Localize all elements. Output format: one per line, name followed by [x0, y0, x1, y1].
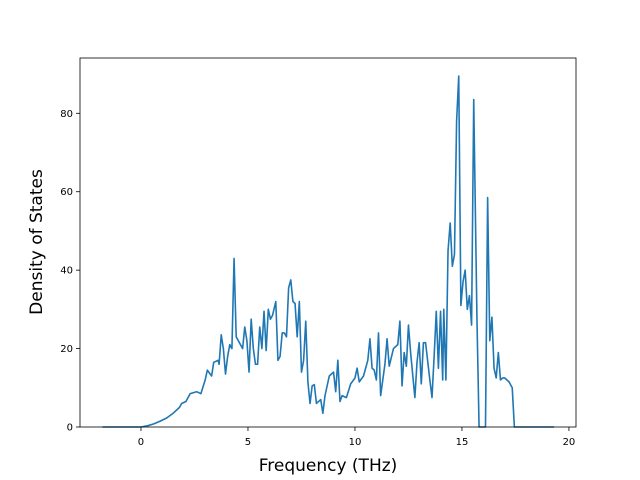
- y-tick-label: 60: [60, 187, 73, 198]
- y-tick-label: 40: [60, 266, 73, 277]
- x-tick-label: 10: [349, 437, 362, 448]
- x-tick-label: 5: [245, 437, 251, 448]
- y-tick-label: 0: [67, 423, 73, 434]
- plot-frame: [79, 57, 577, 428]
- y-axis-label: Density of States: [27, 169, 47, 315]
- x-tick-label: 20: [563, 437, 576, 448]
- y-tick-label: 80: [60, 109, 73, 120]
- data-line: [102, 75, 554, 428]
- x-tick-label: 0: [138, 437, 144, 448]
- x-axis-label: Frequency (THz): [259, 456, 398, 476]
- x-tick-label: 15: [456, 437, 469, 448]
- y-tick-label: 20: [60, 344, 73, 355]
